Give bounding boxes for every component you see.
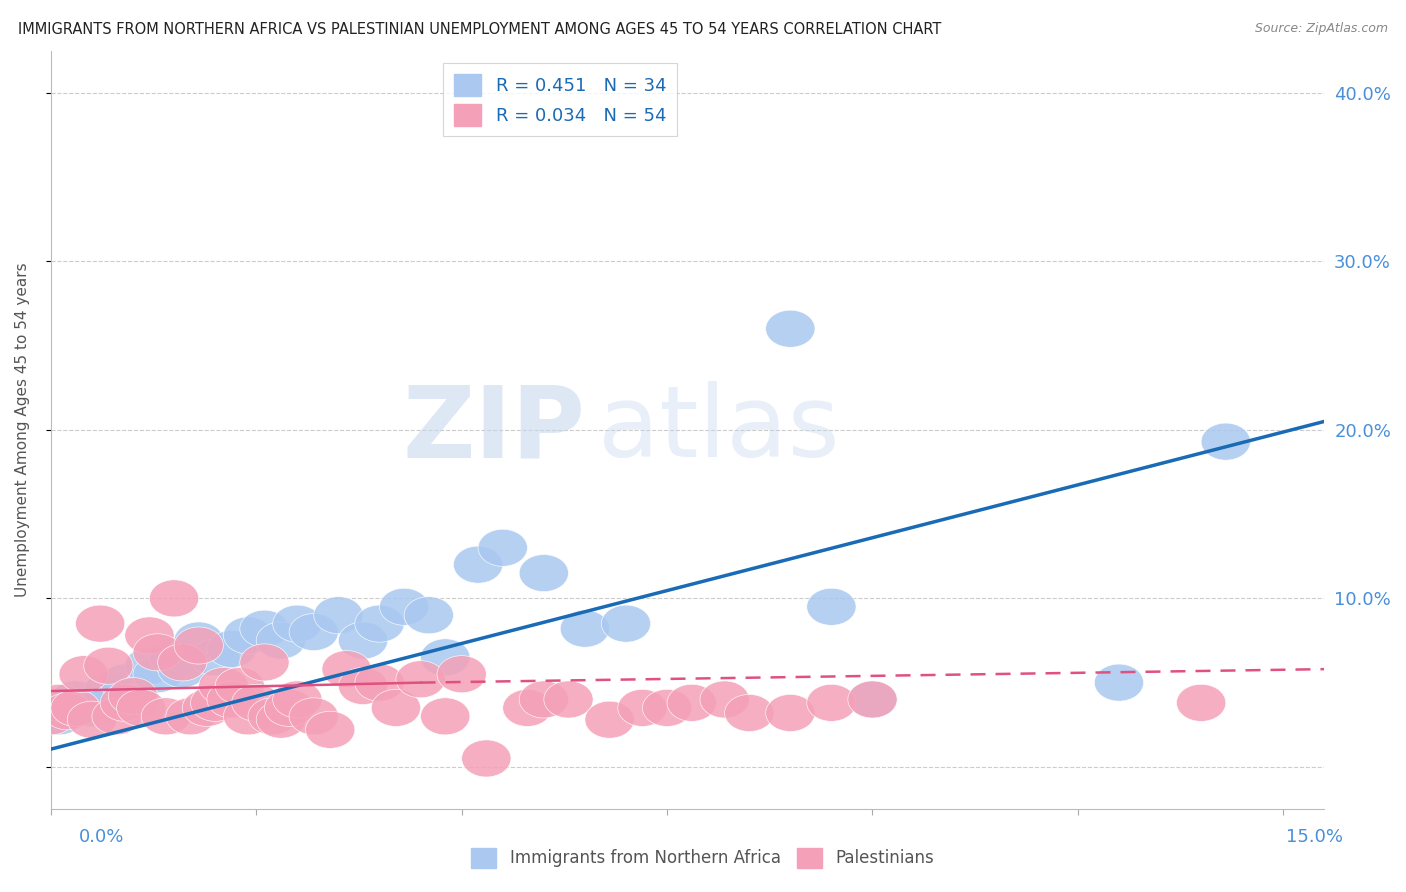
Ellipse shape: [420, 639, 470, 676]
Ellipse shape: [848, 681, 897, 718]
Ellipse shape: [585, 701, 634, 739]
Ellipse shape: [454, 546, 503, 583]
Ellipse shape: [666, 684, 717, 722]
Ellipse shape: [273, 681, 322, 718]
Ellipse shape: [34, 698, 84, 735]
Ellipse shape: [183, 690, 232, 726]
Ellipse shape: [240, 610, 290, 648]
Ellipse shape: [602, 605, 651, 642]
Ellipse shape: [437, 656, 486, 693]
Ellipse shape: [100, 664, 149, 701]
Ellipse shape: [1094, 664, 1143, 701]
Ellipse shape: [322, 650, 371, 688]
Ellipse shape: [59, 656, 108, 693]
Ellipse shape: [724, 694, 773, 731]
Ellipse shape: [290, 698, 339, 735]
Ellipse shape: [305, 711, 354, 748]
Text: atlas: atlas: [599, 382, 841, 478]
Ellipse shape: [256, 622, 305, 659]
Ellipse shape: [42, 693, 91, 730]
Ellipse shape: [1177, 684, 1226, 722]
Text: Source: ZipAtlas.com: Source: ZipAtlas.com: [1254, 22, 1388, 36]
Ellipse shape: [117, 690, 166, 726]
Ellipse shape: [174, 622, 224, 659]
Ellipse shape: [51, 681, 100, 718]
Ellipse shape: [264, 690, 314, 726]
Ellipse shape: [207, 631, 256, 667]
Ellipse shape: [149, 580, 198, 617]
Ellipse shape: [76, 605, 125, 642]
Ellipse shape: [807, 588, 856, 625]
Ellipse shape: [84, 673, 134, 709]
Y-axis label: Unemployment Among Ages 45 to 54 years: Unemployment Among Ages 45 to 54 years: [15, 262, 30, 597]
Ellipse shape: [84, 648, 134, 684]
Ellipse shape: [166, 698, 215, 735]
Ellipse shape: [207, 681, 256, 718]
Ellipse shape: [224, 617, 273, 654]
Ellipse shape: [134, 656, 183, 693]
Ellipse shape: [157, 644, 207, 681]
Legend: R = 0.451   N = 34, R = 0.034   N = 54: R = 0.451 N = 34, R = 0.034 N = 54: [443, 63, 678, 136]
Ellipse shape: [27, 698, 76, 735]
Ellipse shape: [108, 678, 157, 714]
Ellipse shape: [240, 644, 290, 681]
Ellipse shape: [371, 690, 420, 726]
Ellipse shape: [191, 639, 240, 676]
Ellipse shape: [314, 597, 363, 633]
Ellipse shape: [766, 694, 815, 731]
Ellipse shape: [560, 610, 610, 648]
Ellipse shape: [256, 701, 305, 739]
Ellipse shape: [149, 639, 198, 676]
Ellipse shape: [174, 627, 224, 664]
Ellipse shape: [215, 667, 264, 705]
Ellipse shape: [643, 690, 692, 726]
Text: IMMIGRANTS FROM NORTHERN AFRICA VS PALESTINIAN UNEMPLOYMENT AMONG AGES 45 TO 54 : IMMIGRANTS FROM NORTHERN AFRICA VS PALES…: [18, 22, 942, 37]
Ellipse shape: [125, 648, 174, 684]
Ellipse shape: [273, 605, 322, 642]
Ellipse shape: [108, 684, 157, 722]
Ellipse shape: [157, 650, 207, 688]
Ellipse shape: [141, 698, 191, 735]
Text: 15.0%: 15.0%: [1286, 828, 1343, 846]
Ellipse shape: [290, 614, 339, 650]
Ellipse shape: [478, 529, 527, 566]
Text: 0.0%: 0.0%: [79, 828, 124, 846]
Ellipse shape: [519, 681, 568, 718]
Ellipse shape: [354, 664, 404, 701]
Ellipse shape: [339, 667, 388, 705]
Ellipse shape: [404, 597, 454, 633]
Ellipse shape: [134, 633, 183, 671]
Ellipse shape: [125, 617, 174, 654]
Ellipse shape: [700, 681, 749, 718]
Ellipse shape: [198, 667, 247, 705]
Ellipse shape: [232, 684, 281, 722]
Ellipse shape: [100, 684, 149, 722]
Ellipse shape: [247, 698, 297, 735]
Ellipse shape: [848, 681, 897, 718]
Ellipse shape: [354, 605, 404, 642]
Ellipse shape: [503, 690, 553, 726]
Ellipse shape: [191, 684, 240, 722]
Ellipse shape: [67, 701, 117, 739]
Ellipse shape: [766, 310, 815, 347]
Ellipse shape: [807, 684, 856, 722]
Ellipse shape: [224, 698, 273, 735]
Ellipse shape: [91, 698, 141, 735]
Ellipse shape: [339, 622, 388, 659]
Ellipse shape: [519, 555, 568, 591]
Ellipse shape: [396, 661, 446, 698]
Legend: Immigrants from Northern Africa, Palestinians: Immigrants from Northern Africa, Palesti…: [465, 841, 941, 875]
Ellipse shape: [1201, 423, 1250, 460]
Ellipse shape: [617, 690, 666, 726]
Ellipse shape: [420, 698, 470, 735]
Ellipse shape: [34, 684, 84, 722]
Ellipse shape: [67, 690, 117, 726]
Ellipse shape: [544, 681, 593, 718]
Ellipse shape: [461, 739, 510, 777]
Ellipse shape: [51, 690, 100, 726]
Text: ZIP: ZIP: [404, 382, 586, 478]
Ellipse shape: [380, 588, 429, 625]
